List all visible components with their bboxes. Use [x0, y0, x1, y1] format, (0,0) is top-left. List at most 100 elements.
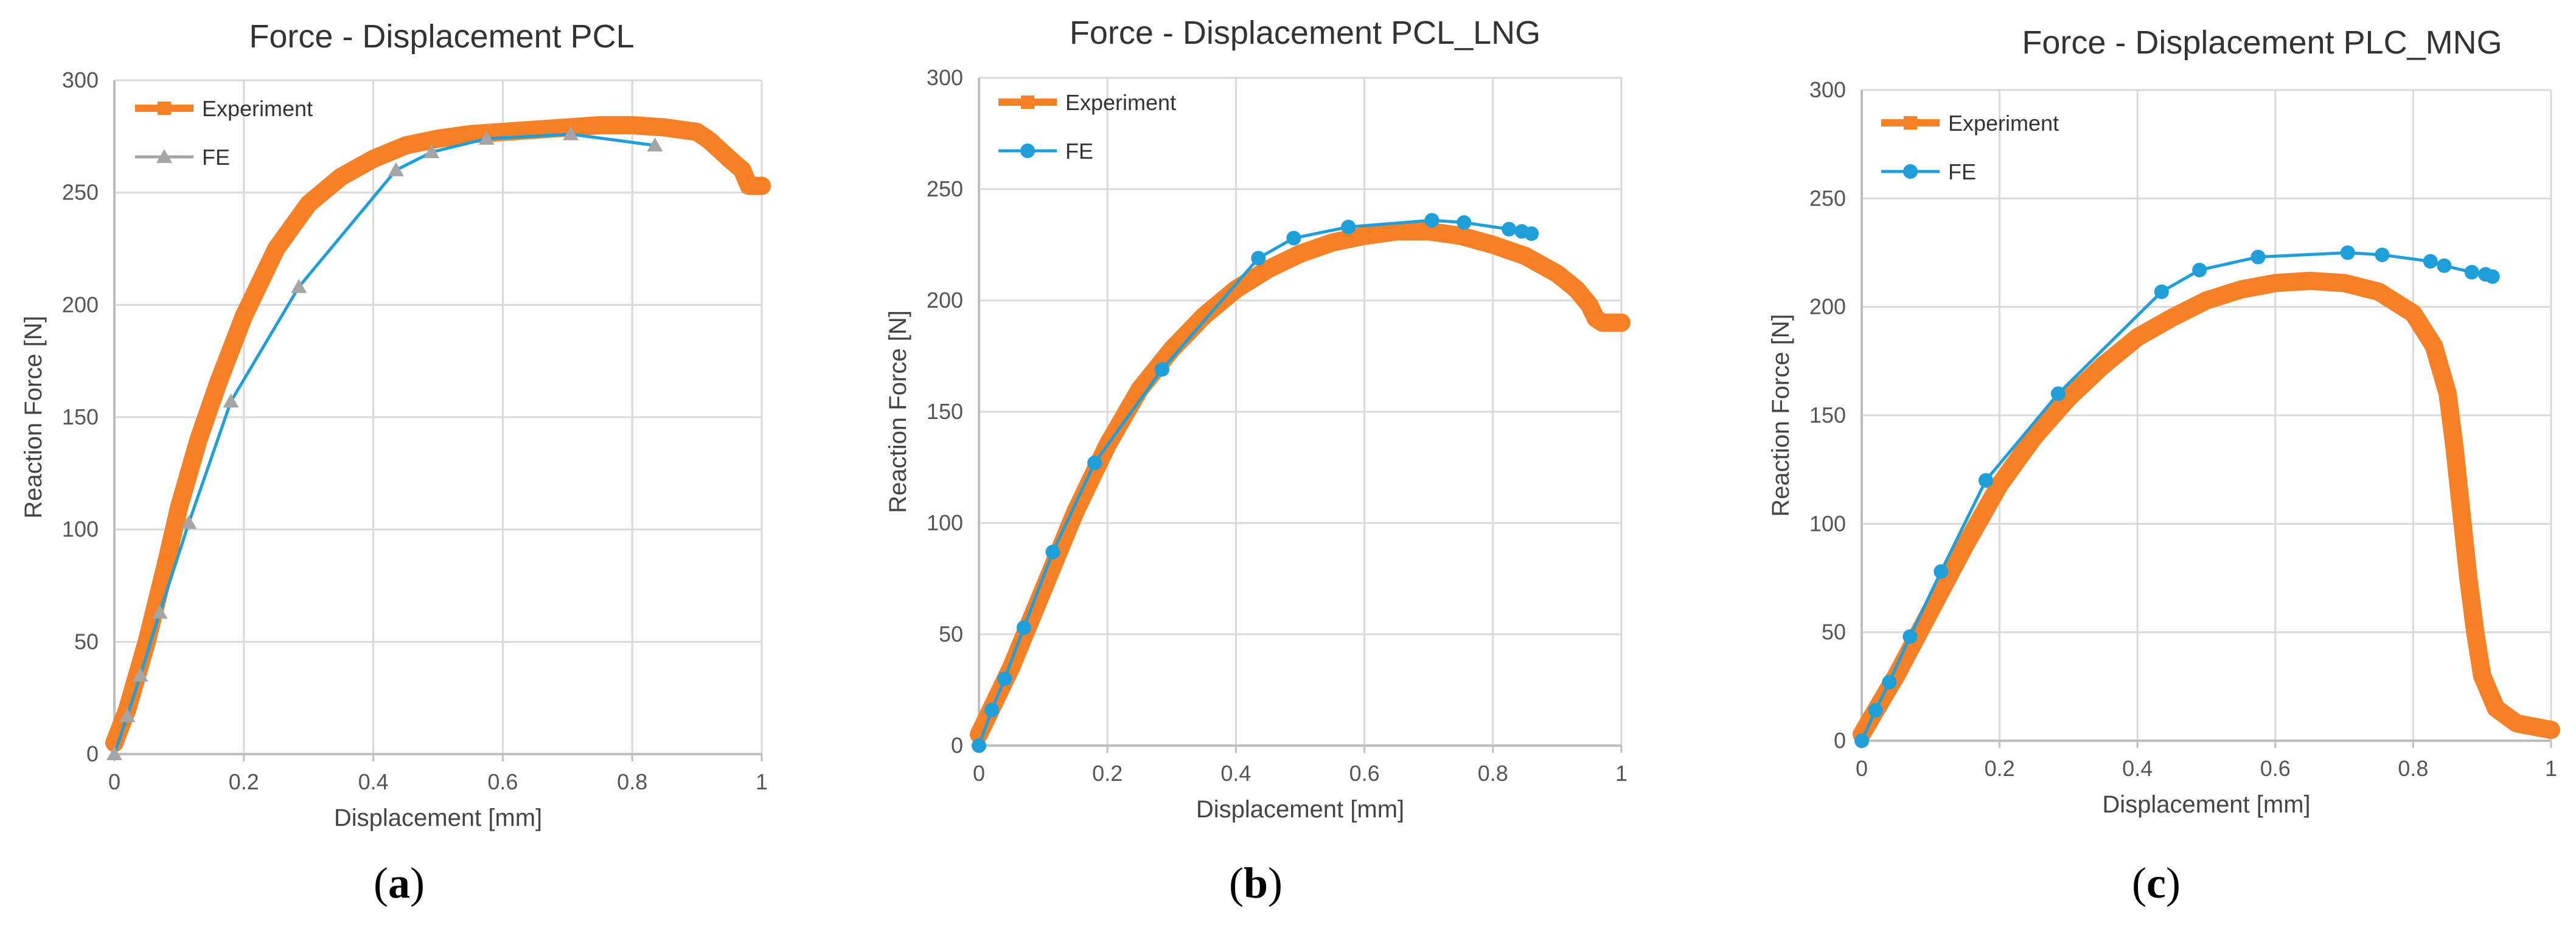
- panel-label-open: (: [1229, 859, 1244, 907]
- x-tick-label: 1: [2545, 756, 2557, 781]
- experiment-curve: [1853, 271, 2560, 744]
- y-tick-label: 50: [74, 629, 99, 654]
- fe-point: [2423, 254, 2438, 269]
- y-tick-label: 0: [951, 733, 963, 758]
- legend-marker: [1904, 116, 1917, 130]
- legend-marker: [156, 149, 172, 163]
- fe-point: [1016, 620, 1031, 636]
- experiment-point: [2303, 274, 2317, 288]
- fe-curve: [1860, 251, 2493, 742]
- fe-point: [2050, 386, 2066, 401]
- chart-3: Force - Displacement PLC_MNG 0 50 100 150 200…: [1767, 24, 2560, 907]
- x-tick-label: 0: [973, 761, 985, 786]
- legend-label: FE: [202, 145, 230, 170]
- legend-label: Experiment: [1948, 111, 2059, 136]
- chart-title: Force - Displacement PCL: [249, 18, 634, 55]
- experiment-point: [1924, 604, 1938, 617]
- experiment-point: [1357, 229, 1371, 243]
- x-tick-label: 0.8: [2398, 756, 2428, 781]
- fe-point: [181, 514, 197, 529]
- fe-point: [1978, 473, 1993, 488]
- experiment-point: [2027, 430, 2041, 444]
- experiment-point: [2131, 330, 2145, 344]
- experiment-point: [2165, 311, 2179, 325]
- fe-point: [2251, 249, 2266, 265]
- y-tick-label: 150: [1809, 403, 1846, 428]
- y-tick-label: 0: [86, 741, 99, 766]
- experiment-point: [2427, 339, 2441, 353]
- experiment-point: [2406, 307, 2420, 320]
- experiment-point: [496, 125, 510, 139]
- fe-point: [2340, 245, 2355, 260]
- experiment-point: [2544, 723, 2558, 737]
- series-fe: FE: [972, 139, 1539, 753]
- fe-point: [1902, 629, 1918, 644]
- experiment-point: [1595, 316, 1609, 330]
- legend-label: FE: [1948, 159, 1976, 184]
- chart-1: Force - Displacement PCL 0 50 100 150 200 250 3…: [20, 18, 771, 907]
- experiment-point: [172, 500, 186, 514]
- legend-marker: [1020, 144, 1035, 158]
- experiment-point: [703, 134, 717, 148]
- y-tick-label: 100: [62, 517, 99, 542]
- fe-point: [2154, 284, 2169, 299]
- experiment-point: [2268, 276, 2282, 290]
- fe-point: [151, 605, 168, 619]
- fe-point: [1882, 674, 1897, 690]
- y-tick-label: 200: [62, 292, 99, 317]
- fe-point: [2192, 263, 2207, 278]
- fe-curve: [977, 218, 1532, 746]
- panel-label: (a): [374, 859, 425, 907]
- fe-point: [1286, 230, 1301, 246]
- experiment-point: [2454, 506, 2468, 520]
- series-experiment: Experiment: [1853, 111, 2560, 744]
- fe-point: [1524, 226, 1539, 241]
- experiment-point: [2510, 716, 2524, 730]
- panel-label: (b): [1229, 859, 1283, 907]
- legend-marker: [1903, 164, 1918, 179]
- experiment-point: [1293, 247, 1307, 261]
- experiment-point: [2448, 441, 2462, 455]
- experiment-point: [2234, 283, 2248, 297]
- panel-label-close: ): [1268, 859, 1283, 907]
- fe-point: [997, 671, 1012, 687]
- experiment-point: [302, 197, 316, 211]
- x-tick-label: 0.8: [1478, 761, 1508, 786]
- x-tick-label: 0.4: [358, 769, 389, 794]
- fe-point: [291, 279, 307, 293]
- experiment-point: [1993, 478, 2007, 492]
- y-tick-label: 250: [927, 176, 963, 201]
- experiment-point: [1518, 249, 1532, 263]
- experiment-point: [625, 118, 639, 132]
- fe-point: [2485, 269, 2500, 284]
- y-tick-label: 200: [1809, 294, 1846, 319]
- x-tick-label: 1: [756, 769, 768, 794]
- fe-point: [1502, 221, 1517, 237]
- panel-label: (c): [2132, 859, 2181, 907]
- experiment-point: [690, 125, 704, 139]
- y-tick-label: 300: [1809, 77, 1846, 102]
- experiment-point: [1486, 238, 1500, 252]
- experiment-point: [2489, 701, 2503, 715]
- y-tick-label: 0: [1834, 728, 1846, 753]
- y-tick-label: 150: [927, 399, 963, 424]
- experiment-point: [1133, 383, 1146, 397]
- x-tick-label: 0.6: [1349, 761, 1380, 786]
- y-tick-label: 100: [1809, 511, 1846, 536]
- y-axis-label: Reaction Force [N]: [1767, 314, 1794, 516]
- experiment-point: [2199, 293, 2213, 307]
- y-tick-label: 300: [62, 68, 99, 92]
- chart-2: Force - Displacement PCL_LNG 0 50 100 150 200…: [885, 15, 1631, 907]
- experiment-point: [159, 556, 173, 570]
- fe-point: [972, 738, 986, 753]
- y-tick-label: 250: [1809, 185, 1846, 210]
- experiment-curve: [105, 116, 771, 752]
- experiment-point: [211, 376, 225, 390]
- y-tick-label: 50: [939, 622, 963, 646]
- experiment-point: [366, 152, 380, 166]
- x-tick-label: 0.4: [1220, 761, 1251, 786]
- y-tick-label: 200: [927, 288, 963, 313]
- series-experiment: Experiment: [970, 90, 1631, 744]
- experiment-point: [1261, 262, 1275, 276]
